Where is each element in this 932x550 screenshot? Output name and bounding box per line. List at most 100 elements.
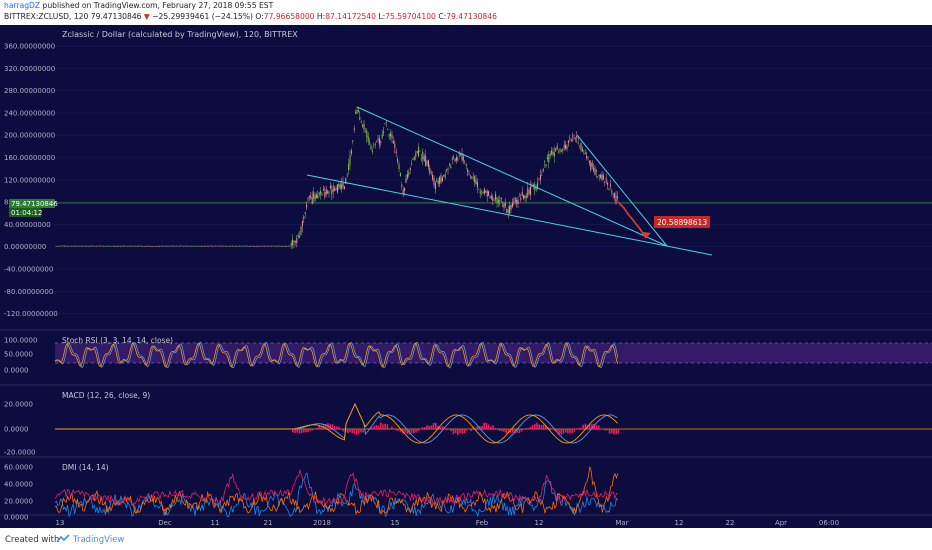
candle-body	[405, 178, 407, 183]
candle-body	[577, 142, 579, 144]
main-pane-title: Zclassic / Dollar (calculated by Trading…	[62, 30, 298, 39]
footer-brand[interactable]: TradingView	[73, 535, 125, 545]
candle-body	[457, 158, 459, 161]
macd-bar	[294, 429, 296, 434]
candle-body	[576, 136, 578, 138]
macd-bar	[608, 429, 611, 434]
candle-body	[376, 141, 378, 142]
macd-line	[55, 402, 618, 444]
macd-bar	[604, 429, 606, 431]
macd-bar	[353, 429, 356, 434]
trendline-lower[interactable]	[306, 174, 713, 256]
candle-body	[420, 158, 422, 160]
candle-body	[549, 153, 551, 157]
candle-body	[56, 245, 58, 247]
candle-body	[272, 245, 274, 247]
candle-body	[321, 194, 323, 196]
candle-body	[271, 246, 273, 247]
macd-bar	[441, 426, 444, 429]
time-axis[interactable]: 13 Dec 11 21 2018 15 Feb 12 Mar 12 22 Apr 06:00	[56, 519, 840, 527]
candle-body	[315, 193, 317, 199]
trendline-upper[interactable]	[356, 106, 668, 247]
macd-bar	[507, 429, 510, 433]
macd-bar	[534, 423, 536, 429]
price-axis-tick: 0.00000000	[4, 243, 46, 251]
candle-body	[385, 121, 387, 123]
candle-body	[490, 195, 492, 199]
price-pane[interactable]: 360.00000000 320.00000000 280.00000000 240.…	[4, 30, 932, 318]
candle-body	[551, 150, 553, 155]
candle-body	[285, 245, 287, 247]
candle-body	[210, 245, 212, 247]
candle-body	[427, 160, 429, 168]
candle-body	[167, 246, 169, 247]
candle-body	[324, 192, 326, 197]
candle-body	[107, 245, 109, 247]
candle-body	[597, 176, 599, 178]
candle-body	[345, 178, 347, 184]
macd-bar	[397, 429, 400, 431]
candle-body	[559, 148, 561, 152]
open-value: 77.96658000	[263, 12, 315, 21]
candle-body	[103, 245, 105, 247]
candle-body	[450, 165, 452, 168]
candle-body	[147, 245, 149, 247]
macd-bar	[584, 423, 587, 429]
candle-body	[331, 190, 333, 195]
candle-body	[181, 245, 183, 247]
macd-bar	[446, 429, 448, 431]
candle-body	[565, 144, 567, 150]
macd-bar	[582, 424, 584, 429]
macd-bar	[615, 429, 617, 435]
macd-bar	[305, 429, 307, 433]
candle-body	[233, 246, 235, 247]
candle-body	[534, 183, 536, 191]
candle-body	[310, 195, 312, 199]
candle-body	[360, 122, 362, 123]
candle-body	[328, 191, 330, 194]
candle-body	[581, 148, 583, 152]
candle-body	[224, 245, 226, 247]
candle-body	[189, 245, 191, 247]
macd-bar	[391, 426, 393, 429]
macd-bar	[399, 429, 402, 432]
dmi-pane[interactable]: 60.0000 40.0000 20.0000 0.0000 DMI (14, 14)	[4, 463, 619, 522]
candle-body	[212, 245, 214, 247]
candle-body	[219, 245, 221, 247]
macd-bar	[474, 427, 477, 429]
time-axis-label: Dec	[158, 519, 172, 527]
candle-body	[89, 245, 91, 247]
candle-body	[187, 245, 189, 247]
macd-bar	[593, 423, 595, 429]
candle-body	[518, 196, 520, 197]
high-value: 87.14172540	[325, 12, 376, 21]
stoch-rsi-pane[interactable]: 100.0000 50.0000 0.0000 Stoch RSI (3, 3, 1…	[4, 336, 932, 375]
candle-body	[482, 191, 484, 194]
macd-bar	[358, 429, 360, 434]
candle-body	[594, 168, 596, 176]
macd-bar	[393, 428, 395, 429]
candle-body	[573, 137, 575, 139]
trendline-right[interactable]	[576, 134, 668, 247]
macd-axis-tick: 0.0000	[4, 426, 29, 434]
candle-body	[143, 246, 145, 247]
candle-body	[542, 169, 544, 172]
candle-body	[439, 177, 441, 184]
macd-bar	[355, 429, 358, 436]
macd-bar	[516, 429, 518, 433]
macd-pane[interactable]: 20.0000 0.0000 -20.0000 MACD (12, 26, clos…	[4, 391, 932, 457]
macd-label: MACD (12, 26, close, 9)	[62, 391, 150, 400]
macd-bar	[578, 427, 580, 429]
author-link[interactable]: harragDZ	[4, 1, 41, 10]
macd-bar	[461, 429, 463, 434]
chart-area[interactable]: 360.00000000 320.00000000 280.00000000 240.…	[0, 25, 932, 528]
macd-bar	[613, 429, 615, 435]
candle-body	[409, 167, 411, 171]
candle-body	[180, 245, 182, 247]
macd-bar	[545, 425, 547, 429]
candle-body	[164, 245, 166, 247]
macd-bar	[560, 429, 562, 435]
candle-body	[247, 245, 249, 247]
candle-body	[567, 140, 569, 144]
candle-body	[317, 195, 319, 199]
